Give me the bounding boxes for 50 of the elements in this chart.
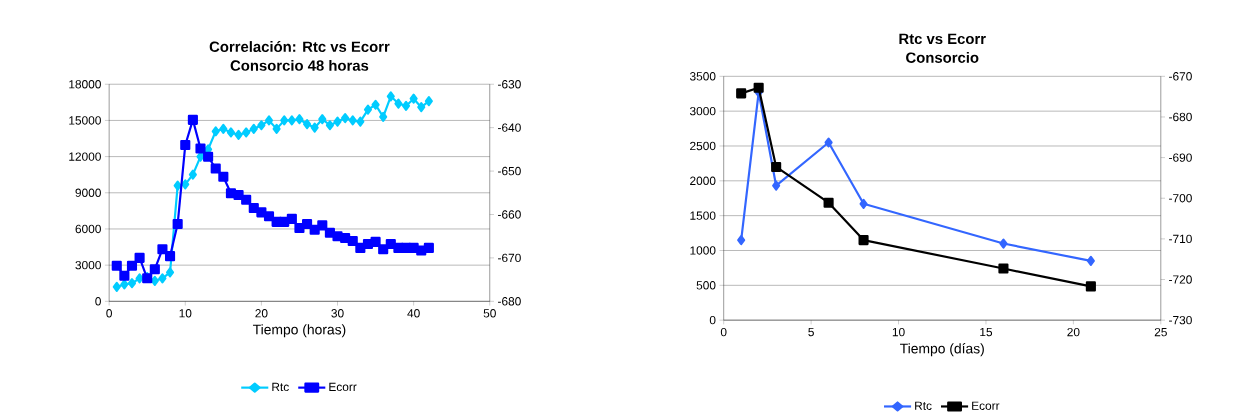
chart-title: Correlación: Rtc vs Ecorr — [209, 40, 390, 52]
x-tick-label: 25 — [1154, 327, 1167, 337]
legend-label: Ecorr — [329, 382, 357, 391]
y-tick-label: 3000 — [75, 260, 101, 270]
y2-tick-label: -640 — [498, 123, 521, 132]
legend-label: Rtc — [915, 401, 932, 410]
x-tick-label: 0 — [720, 327, 727, 337]
y-tick-label: 15000 — [69, 116, 101, 125]
y2-tick-label: -650 — [498, 166, 521, 176]
y2-tick-label: -690 — [1169, 153, 1192, 162]
legend-label: Ecorr — [972, 401, 1000, 410]
y-tick-label: 3000 — [689, 106, 716, 116]
chart-subtitle: Consorcio 48 horas — [230, 59, 369, 71]
y2-tick-label: -730 — [1169, 315, 1192, 325]
y-tick-label: 12000 — [69, 152, 101, 161]
x-tick-label: 15 — [980, 327, 993, 337]
legend-label: Rtc — [272, 382, 289, 391]
y-tick-label: 0 — [95, 296, 101, 306]
chart-subtitle: Consorcio — [906, 51, 979, 63]
y-tick-label: 0 — [709, 315, 716, 325]
y-tick-label: 1000 — [690, 246, 716, 255]
x-tick-label: 10 — [179, 308, 192, 318]
x-tick-label: 40 — [407, 308, 420, 318]
x-tick-label: 50 — [483, 308, 496, 318]
y-tick-label: 500 — [696, 280, 716, 290]
x-tick-label: 30 — [331, 308, 344, 318]
y2-tick-label: -680 — [498, 296, 521, 306]
x-tick-label: 20 — [255, 308, 268, 318]
y-tick-label: 2000 — [690, 176, 716, 185]
y-tick-label: 6000 — [75, 224, 101, 234]
y2-tick-label: -700 — [1169, 193, 1192, 203]
y2-tick-label: -710 — [1169, 234, 1192, 243]
y2-tick-label: -670 — [498, 253, 521, 262]
y2-tick-label: -720 — [1169, 275, 1192, 284]
x-tick-label: 20 — [1067, 327, 1080, 337]
x-axis-title: Tiempo (horas) — [252, 324, 346, 338]
x-tick-label: 10 — [892, 327, 905, 337]
y-tick-label: 18000 — [69, 79, 101, 89]
y2-tick-label: -660 — [498, 210, 521, 219]
y-tick-label: 9000 — [75, 188, 101, 197]
y-tick-label: 3500 — [689, 71, 716, 81]
x-axis-title: Tiempo (días) — [900, 342, 984, 357]
x-tick-label: 5 — [808, 327, 814, 337]
y2-tick-label: -680 — [1169, 112, 1192, 122]
chart-title: Rtc vs Ecorr — [899, 33, 986, 44]
y2-tick-label: -670 — [1169, 71, 1192, 81]
y-tick-label: 2500 — [690, 141, 716, 151]
x-tick-label: 0 — [106, 308, 112, 318]
y-tick-label: 1500 — [690, 211, 716, 220]
y2-tick-label: -630 — [498, 79, 521, 89]
